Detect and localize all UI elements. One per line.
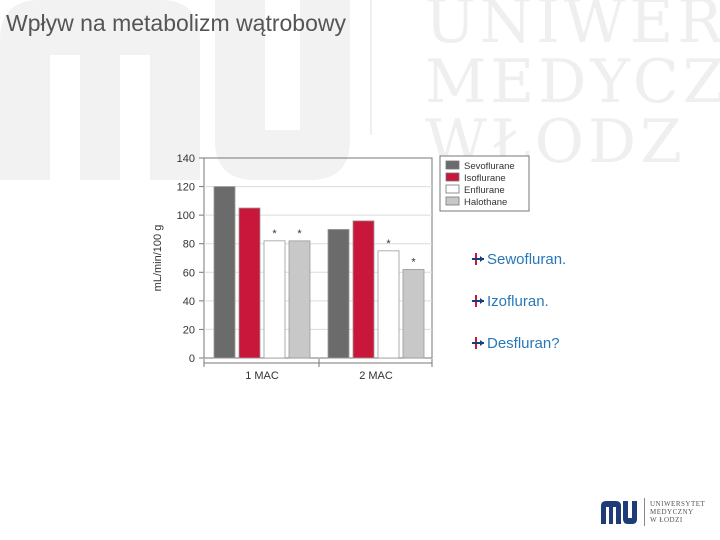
watermark-line: UNIWER bbox=[425, 0, 720, 57]
significance-mark: * bbox=[297, 228, 302, 240]
y-tick-label: 140 bbox=[177, 153, 195, 165]
significance-mark: * bbox=[411, 256, 416, 268]
bullet-arrow-icon bbox=[472, 295, 484, 307]
legend-label: Halothane bbox=[464, 197, 507, 208]
legend-label: Sevoflurane bbox=[464, 161, 515, 172]
legend-swatch bbox=[445, 160, 460, 170]
legend-swatch bbox=[445, 184, 460, 194]
y-tick-label: 80 bbox=[183, 239, 195, 251]
bullet-list: Sewofluran. Izofluran. Desfluran? bbox=[472, 248, 566, 374]
y-tick-label: 20 bbox=[183, 324, 195, 336]
y-tick-label: 120 bbox=[177, 182, 195, 194]
bar bbox=[238, 207, 261, 359]
x-tick-label: 2 MAC bbox=[359, 370, 393, 382]
x-tick-label: 1 MAC bbox=[245, 370, 279, 382]
y-axis-label: mL/min/100 g bbox=[152, 225, 164, 292]
slide-title: Wpływ na metabolizm wątrobowy bbox=[6, 10, 347, 36]
logo-text: UNIWERSYTET MEDYCZNY W ŁODZI bbox=[650, 500, 705, 524]
bullet-label: Desfluran? bbox=[487, 334, 560, 352]
y-tick-label: 100 bbox=[177, 210, 195, 222]
bullet-label: Izofluran. bbox=[487, 292, 549, 310]
bar bbox=[377, 250, 400, 359]
legend-label: Enflurane bbox=[464, 185, 505, 196]
bullet-label: Sewofluran. bbox=[487, 250, 567, 268]
y-tick-label: 40 bbox=[183, 296, 195, 308]
watermark-line: MEDYCZ bbox=[425, 47, 720, 117]
bar bbox=[213, 186, 236, 359]
um-logo-icon bbox=[601, 501, 637, 524]
significance-mark: * bbox=[386, 238, 391, 250]
watermark-divider bbox=[370, 0, 372, 135]
bar bbox=[402, 269, 425, 359]
significance-mark: * bbox=[272, 228, 277, 240]
bar bbox=[263, 240, 286, 359]
logo-line: UNIWERSYTET bbox=[650, 500, 706, 508]
university-logo: UNIWERSYTET MEDYCZNY W ŁODZI bbox=[600, 498, 705, 526]
bullet-item-sevoflurane: Sewofluran. bbox=[472, 248, 566, 270]
university-logo-watermark bbox=[0, 0, 350, 180]
plot-frame bbox=[203, 157, 433, 359]
y-tick-label: 0 bbox=[189, 353, 195, 365]
bar bbox=[327, 229, 350, 359]
bullet-arrow-icon bbox=[472, 337, 484, 349]
logo-line: MEDYCZNY bbox=[650, 508, 694, 516]
logo-divider bbox=[644, 498, 645, 526]
bar bbox=[288, 240, 311, 359]
legend-swatch bbox=[445, 172, 460, 182]
legend-label: Isoflurane bbox=[464, 173, 506, 184]
logo-line: W ŁODZI bbox=[650, 516, 683, 524]
bar-chart: 0 20 40 60 80 100 120 140 mL/min/100 g * * * * 1 MAC 2… bbox=[152, 153, 530, 382]
bullet-arrow-icon bbox=[472, 253, 484, 265]
bullet-item-isoflurane: Izofluran. bbox=[472, 290, 566, 312]
bullet-item-desflurane: Desfluran? bbox=[472, 332, 566, 354]
legend-swatch bbox=[445, 196, 460, 206]
bar bbox=[352, 220, 375, 359]
y-tick-label: 60 bbox=[183, 267, 195, 279]
